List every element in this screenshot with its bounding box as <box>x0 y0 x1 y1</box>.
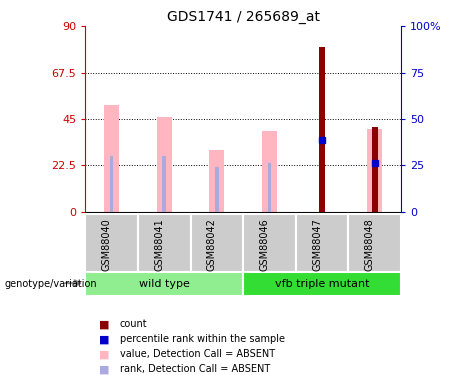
Bar <box>209 150 224 212</box>
Bar <box>243 272 401 296</box>
Bar <box>268 164 272 212</box>
Bar <box>110 156 113 212</box>
Text: ■: ■ <box>99 350 110 359</box>
Bar <box>85 214 138 272</box>
Bar <box>367 129 382 212</box>
Text: ■: ■ <box>99 334 110 344</box>
Bar <box>138 214 190 272</box>
Text: rank, Detection Call = ABSENT: rank, Detection Call = ABSENT <box>120 364 270 374</box>
Bar <box>262 132 277 212</box>
Text: vfb triple mutant: vfb triple mutant <box>275 279 369 289</box>
Bar <box>349 214 401 272</box>
Text: count: count <box>120 320 148 329</box>
Title: GDS1741 / 265689_at: GDS1741 / 265689_at <box>167 10 319 24</box>
Text: GSM88048: GSM88048 <box>365 218 375 271</box>
Bar <box>85 272 243 296</box>
Bar <box>157 117 171 212</box>
Text: GSM88047: GSM88047 <box>312 218 322 271</box>
Bar <box>215 166 219 212</box>
Text: genotype/variation: genotype/variation <box>5 279 97 289</box>
Bar <box>104 105 119 212</box>
Bar <box>373 164 377 212</box>
Bar <box>243 214 296 272</box>
Text: GSM88042: GSM88042 <box>207 218 217 271</box>
Text: ■: ■ <box>99 320 110 329</box>
Bar <box>296 214 349 272</box>
Text: GSM88046: GSM88046 <box>260 218 270 271</box>
Bar <box>162 156 166 212</box>
Bar <box>372 128 378 212</box>
Text: GSM88041: GSM88041 <box>154 218 164 271</box>
Text: ■: ■ <box>99 364 110 374</box>
Text: GSM88040: GSM88040 <box>101 218 112 271</box>
Bar <box>190 214 243 272</box>
Text: value, Detection Call = ABSENT: value, Detection Call = ABSENT <box>120 350 275 359</box>
Bar <box>319 47 325 212</box>
Text: percentile rank within the sample: percentile rank within the sample <box>120 334 285 344</box>
Text: wild type: wild type <box>139 279 189 289</box>
